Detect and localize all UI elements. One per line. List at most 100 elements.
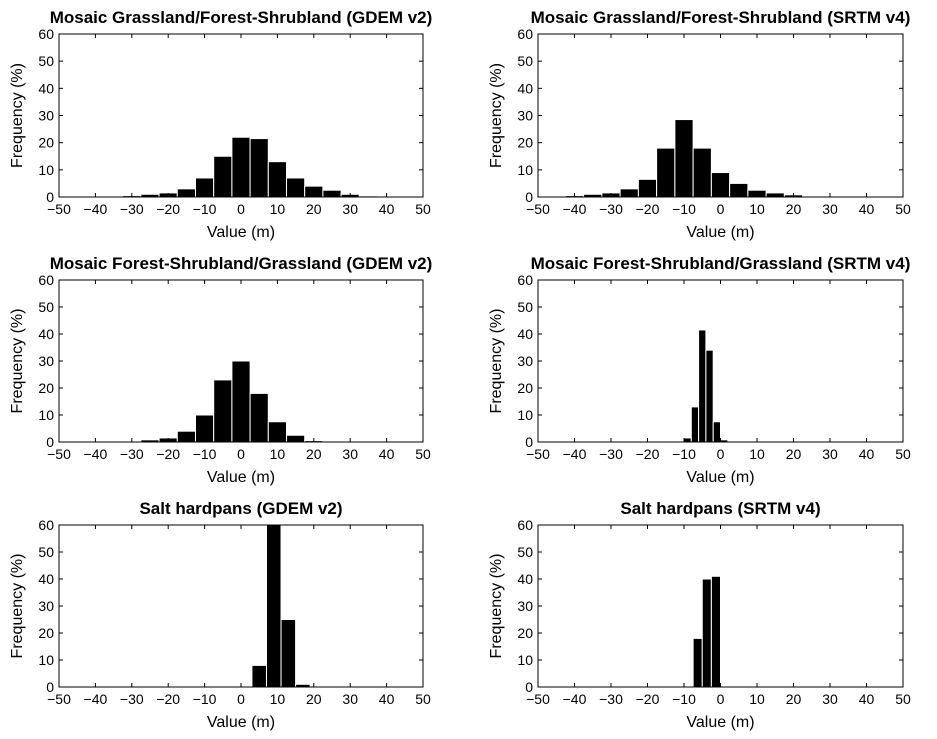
y-tick-label: 10 [517,407,533,423]
x-tick-label: 40 [859,691,875,707]
histogram-bar [213,379,233,443]
x-tick-label: −50 [47,201,71,217]
histogram-bar [765,192,785,198]
panel-title: Mosaic Forest-Shrubland/Grassland (GDEM … [50,254,433,273]
x-tick-label: −10 [672,201,696,217]
x-tick-label: 10 [749,201,765,217]
plot-frame [537,279,904,443]
y-tick-label: 0 [525,679,533,695]
x-tick-label: 50 [415,691,431,707]
x-tick-label: −10 [193,691,217,707]
histogram-bar [729,182,749,198]
histogram-bar [195,414,215,443]
x-tick-label: 10 [749,446,765,462]
y-tick-label: 30 [517,598,533,614]
x-tick-label: 20 [786,691,802,707]
panel-title: Mosaic Grassland/Forest-Shrubland (SRTM … [531,8,911,27]
histogram-panel-1: Mosaic Grassland/Forest-Shrubland (GDEM … [9,8,432,241]
y-axis-label: Frequency (%) [488,63,505,168]
y-tick-label: 20 [38,625,54,641]
histogram-panel-6: Salt hardpans (SRTM v4) −50 −40 −30 −20 −10 0 1… [488,499,911,731]
y-tick-label: 0 [525,434,533,450]
x-tick-label: 50 [895,201,911,217]
x-tick-label: −10 [193,201,217,217]
x-tick-label: 20 [306,201,322,217]
x-tick-label: −30 [120,691,144,707]
y-tick-label: 0 [46,679,54,695]
x-tick-label: −20 [156,446,180,462]
x-tick-label: 20 [786,446,802,462]
x-tick-label: 40 [859,446,875,462]
histogram-bar [705,349,714,443]
x-tick-label: 40 [379,446,395,462]
y-tick-label: 0 [525,189,533,205]
x-tick-label: −30 [599,691,623,707]
x-axis-label: Value (m) [686,224,754,241]
y-tick-label: 20 [38,380,54,396]
x-tick-label: −50 [47,446,71,462]
x-tick-label: −10 [672,691,696,707]
histogram-bar [251,664,267,688]
histogram-bar [710,575,721,688]
x-tick-label: −40 [563,446,587,462]
histogram-bar [692,637,703,688]
y-tick-label: 0 [46,189,54,205]
x-tick-label: −50 [526,201,550,217]
y-tick-label: 50 [38,544,54,560]
x-tick-label: 30 [342,446,358,462]
x-tick-label: 30 [822,691,838,707]
y-tick-label: 50 [517,53,533,69]
y-tick-label: 40 [517,326,533,342]
y-tick-label: 40 [38,80,54,96]
histogram-bar [231,136,251,198]
y-tick-label: 60 [517,272,533,288]
y-tick-label: 50 [517,299,533,315]
histogram-panel-5: Salt hardpans (GDEM v2) −50 −40 −30 −20 −10 0 1… [9,499,431,731]
histogram-bar [265,524,282,688]
y-tick-label: 50 [517,544,533,560]
x-tick-label: −30 [599,446,623,462]
histogram-panel-3: Mosaic Forest-Shrubland/Grassland (GDEM … [9,254,432,486]
x-tick-label: −40 [84,691,108,707]
histogram-bar [698,329,707,443]
panel-title: Mosaic Forest-Shrubland/Grassland (SRTM … [531,254,911,273]
y-tick-label: 20 [517,625,533,641]
y-tick-label: 40 [38,326,54,342]
x-axis-label: Value (m) [207,714,275,731]
x-tick-label: 50 [895,691,911,707]
x-tick-label: 40 [379,201,395,217]
histogram-bar [286,177,306,198]
x-axis-label: Value (m) [207,224,275,241]
histogram-bar [249,138,269,198]
y-tick-label: 10 [38,162,54,178]
y-tick-label: 30 [38,598,54,614]
histogram-bar [280,619,297,688]
x-tick-label: 50 [415,446,431,462]
y-tick-label: 40 [517,80,533,96]
y-tick-label: 30 [517,108,533,124]
y-axis-label: Frequency (%) [9,554,26,659]
y-axis-label: Frequency (%) [488,309,505,414]
x-tick-label: 10 [749,691,765,707]
x-tick-label: 0 [237,446,245,462]
x-tick-label: 10 [270,691,286,707]
x-tick-label: −50 [526,691,550,707]
x-tick-label: 30 [342,691,358,707]
histogram-bar [286,434,306,443]
y-tick-label: 10 [38,407,54,423]
x-tick-label: −40 [84,446,108,462]
x-tick-label: 20 [786,201,802,217]
x-tick-label: −20 [636,691,660,707]
y-tick-label: 10 [517,652,533,668]
x-tick-label: 0 [237,691,245,707]
y-tick-label: 10 [38,652,54,668]
histogram-bar [712,421,722,443]
x-tick-label: 0 [717,201,725,217]
x-tick-label: 30 [342,201,358,217]
plot-frame [58,524,424,688]
histogram-bar [656,147,676,198]
y-tick-label: 60 [38,517,54,533]
histogram-bar [213,155,233,198]
histogram-bar [322,189,342,198]
x-tick-label: −30 [599,201,623,217]
